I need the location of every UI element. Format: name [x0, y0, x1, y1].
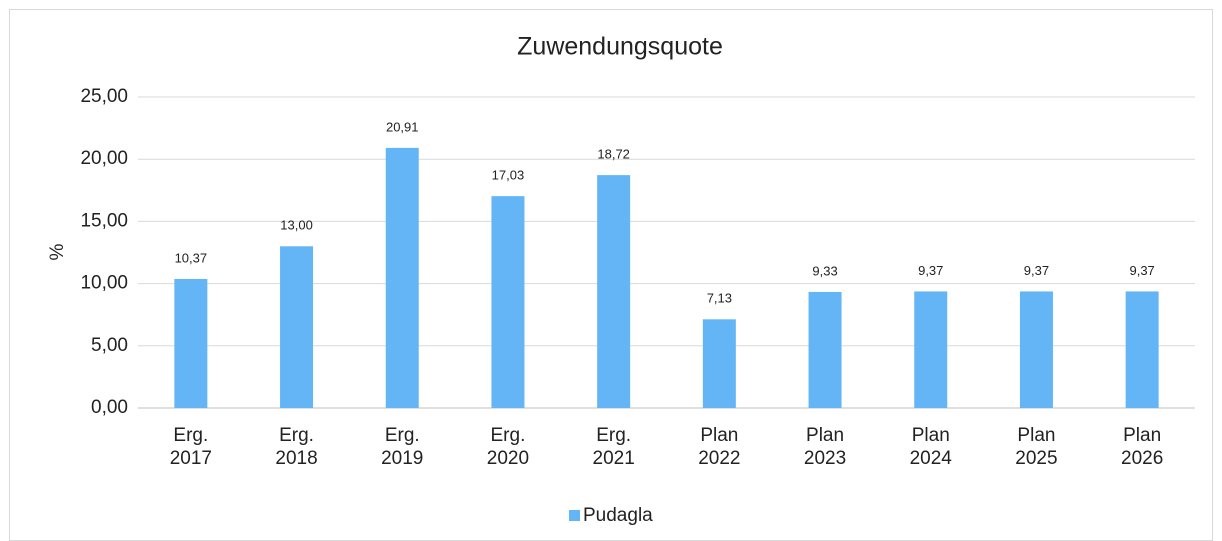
- bar: [1019, 291, 1053, 408]
- x-tick-label: Erg. 2021: [592, 425, 635, 469]
- y-tick-label: 25,00: [80, 86, 128, 107]
- data-label: 20,91: [386, 119, 419, 134]
- bar: [174, 278, 208, 408]
- bar: [385, 147, 419, 409]
- y-tick-label: 0,00: [91, 397, 128, 418]
- bar: [597, 175, 631, 408]
- bar: [280, 246, 314, 408]
- bar: [914, 291, 948, 408]
- data-label: 10,37: [175, 250, 208, 265]
- data-label: 9,33: [812, 263, 837, 278]
- x-tick-label: Erg. 2019: [381, 425, 424, 469]
- legend-swatch: [569, 510, 580, 521]
- y-tick-label: 15,00: [80, 210, 128, 231]
- bar: [702, 319, 736, 408]
- x-tick-label: Plan 2023: [803, 425, 847, 469]
- x-tick-label: Plan 2024: [909, 425, 952, 469]
- y-tick-label: 20,00: [80, 148, 128, 169]
- bar: [491, 196, 525, 408]
- x-tick-label: Erg. 2020: [486, 425, 530, 469]
- data-label: 9,37: [1129, 263, 1154, 278]
- y-axis-label: %: [47, 243, 68, 260]
- x-tick-label: Plan 2025: [1015, 425, 1058, 469]
- y-tick-label: 10,00: [80, 273, 128, 294]
- data-label: 9,37: [918, 263, 943, 278]
- x-tick-label: Plan 2022: [698, 425, 741, 469]
- data-label: 17,03: [492, 168, 525, 183]
- x-tick-label: Erg. 2018: [275, 425, 318, 469]
- chart-title: Zuwendungsquote: [517, 33, 723, 61]
- bar: [808, 291, 842, 408]
- y-tick-label: 5,00: [91, 335, 128, 356]
- bar: [1125, 291, 1159, 408]
- x-tick-label: Plan 2026: [1121, 425, 1164, 469]
- data-label: 13,00: [280, 218, 313, 233]
- data-label: 18,72: [597, 147, 630, 162]
- data-label: 7,13: [707, 291, 732, 306]
- x-tick-label: Erg. 2017: [169, 425, 212, 469]
- legend-label: Pudagla: [583, 505, 653, 526]
- data-label: 9,37: [1024, 263, 1049, 278]
